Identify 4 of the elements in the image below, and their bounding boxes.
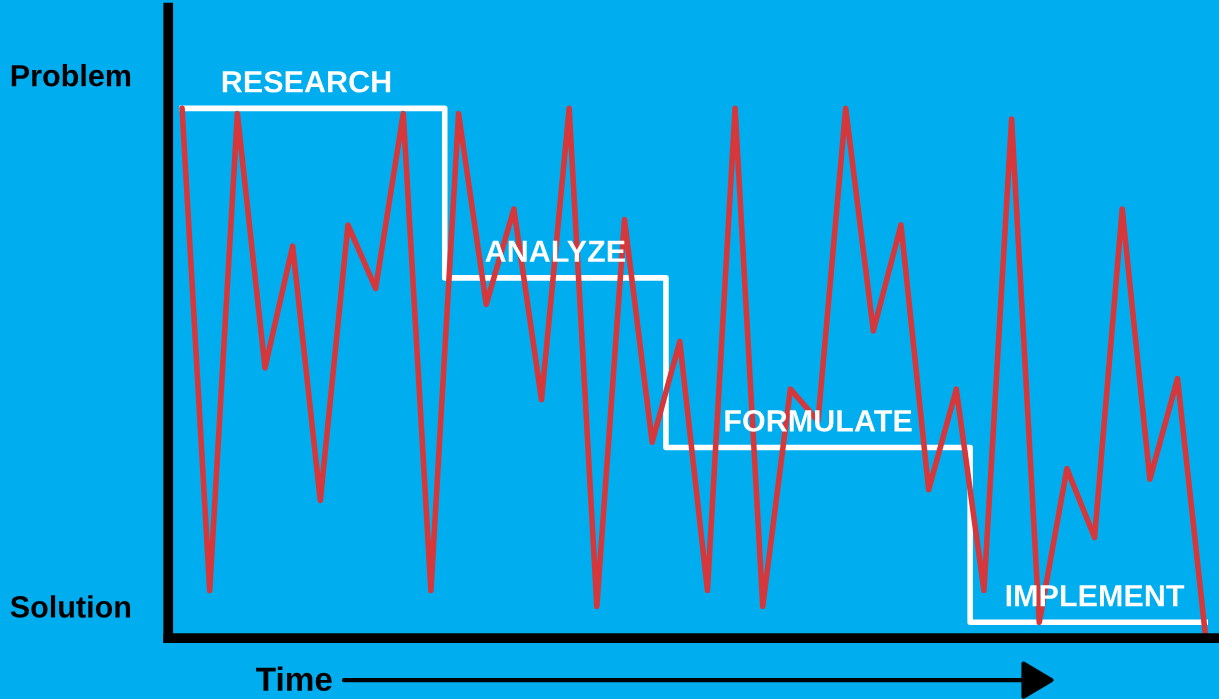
text: Problem — [11, 64, 131, 87]
x-axis-title: Time — [256, 666, 332, 692]
annotation: RESEARCH — [222, 70, 391, 93]
text: Solution — [10, 595, 131, 618]
